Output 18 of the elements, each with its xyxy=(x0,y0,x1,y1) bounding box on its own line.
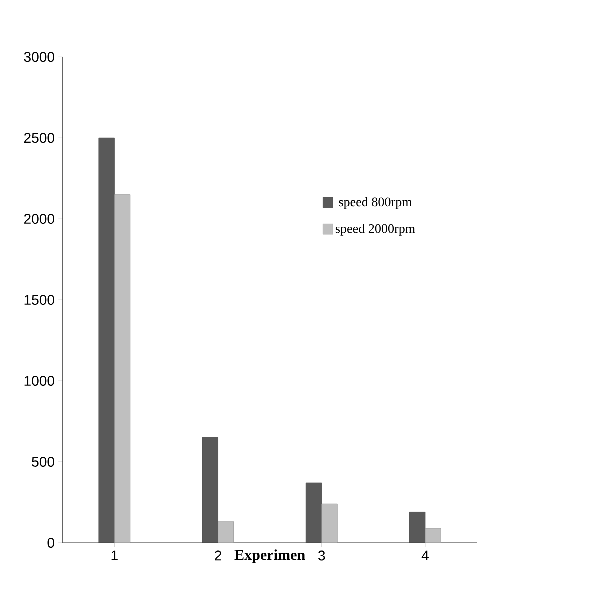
bar xyxy=(306,482,322,543)
x-tick-label: 4 xyxy=(422,550,429,560)
bar xyxy=(98,138,115,543)
y-tick-label: 500 xyxy=(32,457,54,467)
y-tick-label: 2500 xyxy=(24,133,54,144)
bar xyxy=(410,512,426,543)
bar xyxy=(202,438,218,543)
y-tick-label: 2000 xyxy=(24,214,54,224)
x-axis-title: Experimen xyxy=(234,550,306,564)
y-tick-label: 3000 xyxy=(24,52,54,62)
x-tick-label: 1 xyxy=(112,550,118,560)
x-tick-label: 3 xyxy=(318,550,326,561)
legend-label: speed 800rpm xyxy=(339,197,412,210)
y-tick-label: 1500 xyxy=(24,295,54,306)
x-tick-label: 2 xyxy=(215,550,222,561)
y-tick-label: 0 xyxy=(48,538,54,548)
legend-label: speed 2000rpm xyxy=(336,224,416,236)
y-tick-label: 1000 xyxy=(24,376,54,386)
